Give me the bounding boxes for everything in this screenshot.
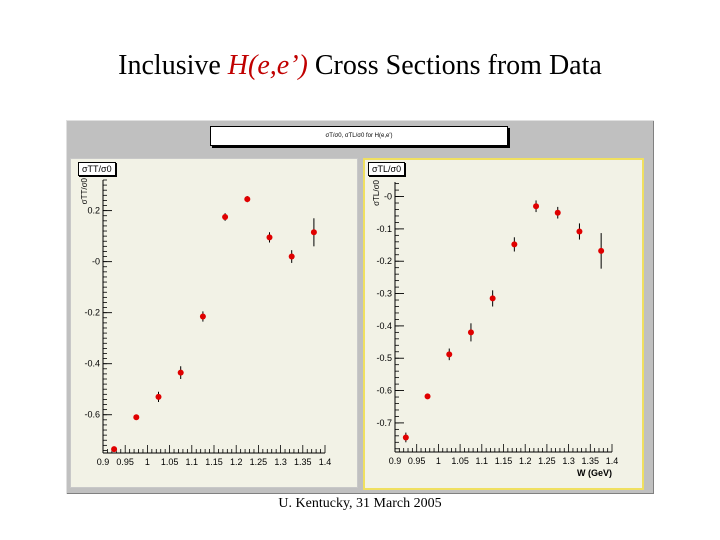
y-tick-label: -0.3 bbox=[376, 289, 392, 299]
x-tick-label: 1.15 bbox=[205, 457, 223, 467]
y-axis-label: σTL/σ0 bbox=[372, 179, 381, 205]
x-axis-label: W (GeV) bbox=[577, 468, 612, 478]
data-point bbox=[489, 295, 496, 302]
data-point bbox=[155, 393, 162, 400]
x-tick-label: 1.25 bbox=[538, 456, 556, 466]
x-tick-label: 1.2 bbox=[230, 457, 243, 467]
data-point bbox=[133, 414, 140, 421]
data-point bbox=[402, 434, 409, 441]
x-tick-label: 0.9 bbox=[389, 456, 402, 466]
title-reaction: H(e,e’) bbox=[227, 50, 308, 81]
data-point bbox=[554, 209, 561, 216]
plot-0: 0.9 0.95 1 1.05 1.1 1.15 1.2 1.25 1.3 1.35 1.4 -0.6… bbox=[80, 177, 331, 467]
x-tick-label: 1.4 bbox=[319, 457, 332, 467]
y-tick-label: -0.7 bbox=[376, 418, 392, 428]
x-tick-label: 1 bbox=[145, 457, 150, 467]
data-point bbox=[199, 313, 206, 320]
y-tick-label: -0.2 bbox=[376, 256, 392, 266]
x-tick-label: 1.1 bbox=[186, 457, 199, 467]
x-tick-label: 1 bbox=[436, 456, 441, 466]
x-tick-label: 1.05 bbox=[161, 457, 179, 467]
y-tick-label: -0.5 bbox=[376, 353, 392, 363]
title-suffix: Cross Sections from Data bbox=[307, 50, 602, 81]
data-point bbox=[288, 253, 295, 260]
x-tick-label: 1.3 bbox=[274, 457, 287, 467]
pad-title-tt: σTT/σ0 bbox=[78, 162, 116, 176]
y-tick-label: -0.4 bbox=[84, 359, 100, 369]
pad-title-tl: σTL/σ0 bbox=[368, 162, 406, 176]
y-tick-label: -0.4 bbox=[376, 321, 392, 331]
data-point bbox=[310, 229, 317, 236]
data-point bbox=[111, 446, 118, 453]
canvas-label: σT/σ0, σTL/σ0 for H(e,e') bbox=[210, 126, 508, 146]
pad-sigma-tt[interactable] bbox=[70, 158, 358, 488]
data-point bbox=[533, 203, 540, 210]
x-tick-label: 1.05 bbox=[451, 456, 469, 466]
y-tick-label: -0.6 bbox=[376, 386, 392, 396]
data-point bbox=[598, 247, 605, 254]
y-tick-label: 0.2 bbox=[87, 206, 100, 216]
y-tick-label: -0 bbox=[384, 192, 392, 202]
x-tick-label: 0.95 bbox=[116, 457, 134, 467]
x-tick-label: 1.35 bbox=[582, 456, 600, 466]
plot-1: 0.9 0.95 1 1.05 1.1 1.15 1.2 1.25 1.3 1.35 1.4 -0.7… bbox=[372, 179, 618, 478]
pad-sigma-tl[interactable] bbox=[363, 158, 644, 490]
x-tick-label: 1.2 bbox=[519, 456, 532, 466]
y-tick-label: -0.2 bbox=[84, 308, 100, 318]
data-point bbox=[446, 351, 453, 358]
x-tick-label: 1.25 bbox=[250, 457, 268, 467]
data-point bbox=[511, 241, 518, 248]
x-tick-label: 1.4 bbox=[606, 456, 619, 466]
data-point bbox=[177, 369, 184, 376]
data-point bbox=[266, 234, 273, 241]
y-tick-label: -0 bbox=[92, 257, 100, 267]
slide-title: Inclusive H(e,e’) Cross Sections from Da… bbox=[0, 50, 720, 82]
y-tick-label: -0.1 bbox=[376, 224, 392, 234]
data-point bbox=[424, 393, 431, 400]
x-tick-label: 1.1 bbox=[476, 456, 489, 466]
x-tick-label: 1.3 bbox=[562, 456, 575, 466]
x-tick-label: 0.95 bbox=[408, 456, 426, 466]
title-prefix: Inclusive bbox=[118, 50, 228, 81]
x-tick-label: 1.15 bbox=[495, 456, 513, 466]
data-point bbox=[576, 228, 583, 235]
x-tick-label: 1.35 bbox=[294, 457, 312, 467]
y-tick-label: -0.6 bbox=[84, 410, 100, 420]
x-tick-label: 0.9 bbox=[97, 457, 110, 467]
y-axis-label: σTT/σ0 bbox=[80, 177, 89, 204]
data-point bbox=[467, 329, 474, 336]
data-point bbox=[244, 196, 251, 203]
data-point bbox=[222, 213, 229, 220]
footer-text: U. Kentucky, 31 March 2005 bbox=[278, 496, 442, 511]
